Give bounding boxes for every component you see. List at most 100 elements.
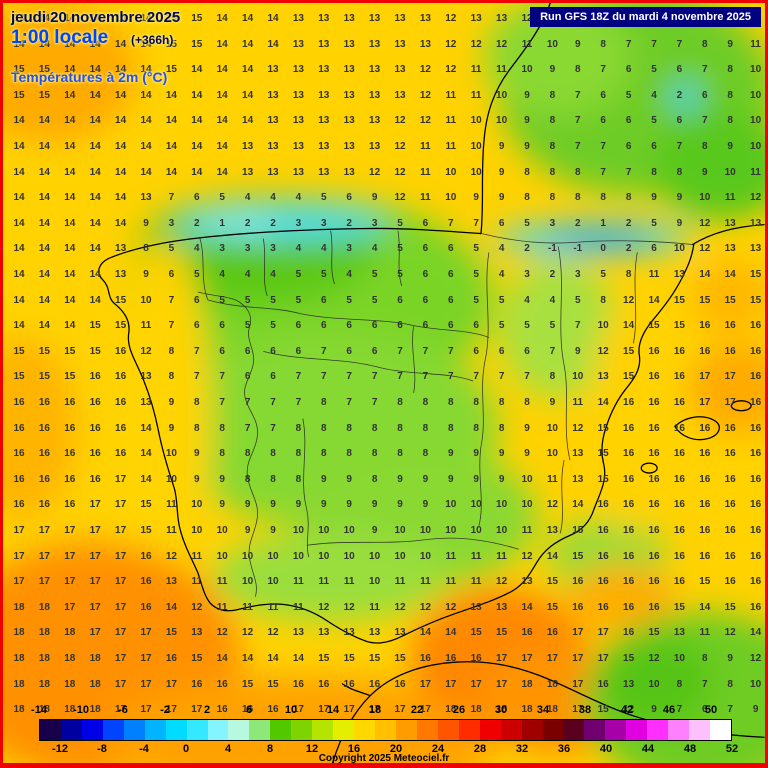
temperature-value: 15: [89, 320, 101, 332]
temperature-value: 11: [521, 38, 533, 50]
temperature-value: 5: [524, 320, 530, 332]
temperature-value: 7: [397, 345, 403, 357]
temperature-value: 16: [648, 473, 660, 485]
temperature-value: 9: [422, 473, 429, 485]
temperature-value: 16: [750, 473, 762, 485]
temperature-value: 8: [168, 371, 175, 383]
temperature-value: 14: [267, 38, 279, 50]
temperature-value: 9: [498, 448, 505, 460]
temperature-value: 14: [521, 601, 533, 613]
temperature-value: 11: [547, 473, 558, 485]
temperature-value: 5: [219, 192, 225, 204]
scale-tick-label: -8: [97, 743, 107, 755]
temperature-value: 17: [89, 550, 101, 562]
temperature-value: 14: [64, 320, 76, 332]
temperature-value: 5: [498, 320, 505, 332]
temperature-value: 14: [38, 320, 50, 332]
temperature-value: 11: [445, 89, 457, 101]
temperature-value: 9: [448, 473, 454, 485]
temperature-value: 11: [267, 601, 279, 613]
temperature-value: 13: [623, 678, 635, 690]
temperature-value: 2: [575, 217, 581, 229]
temperature-value: 13: [496, 13, 508, 24]
temperature-value: 7: [295, 371, 302, 383]
portugal-spain-border: [197, 291, 258, 597]
temperature-value: 16: [648, 422, 660, 434]
temperature-value: 14: [419, 627, 431, 639]
temperature-value: 16: [64, 422, 76, 434]
temperature-value: 17: [191, 704, 203, 716]
temperature-value: 6: [651, 141, 657, 152]
temperature-value: 14: [38, 192, 50, 204]
temperature-value: 5: [321, 269, 327, 280]
temperature-value: 14: [216, 13, 228, 24]
temperature-value: 7: [219, 397, 225, 408]
temperature-value: 17: [699, 371, 711, 383]
temperature-value: 14: [699, 269, 711, 280]
temperature-value: 14: [64, 294, 76, 306]
temperature-value: 13: [318, 141, 330, 152]
date-label: jeudi 20 novembre 2025: [11, 9, 181, 26]
temperature-value: 10: [470, 525, 482, 536]
temperature-value: 5: [473, 243, 479, 255]
temperature-value: 16: [115, 422, 127, 434]
temperature-value: 16: [216, 704, 228, 716]
temperature-value: 9: [727, 653, 733, 664]
temperature-value: 18: [13, 704, 25, 716]
temperature-value: 13: [724, 217, 736, 229]
temperature-value: 11: [470, 576, 482, 588]
scale-tick-label: 14: [326, 704, 340, 716]
temperature-value: 14: [89, 294, 101, 306]
temperature-value: 11: [420, 166, 431, 178]
temperature-value: 13: [318, 89, 330, 101]
temperature-value: 10: [470, 115, 482, 127]
temperature-value: 13: [394, 627, 406, 639]
temperature-value: 14: [140, 13, 152, 24]
scale-tick-label: 2: [203, 704, 211, 716]
temperature-value: 14: [216, 38, 228, 50]
temperature-value: 6: [346, 192, 352, 204]
scale-tick-label: 32: [515, 743, 529, 755]
temperature-value: 8: [549, 89, 556, 101]
temperature-value: 16: [750, 371, 762, 383]
temperature-value: 2: [625, 243, 632, 255]
temperature-value: 7: [270, 422, 276, 434]
temperature-value: 7: [625, 38, 632, 50]
temperature-value: 17: [115, 525, 127, 536]
scale-tick-label: 24: [431, 743, 445, 755]
temperature-value: 9: [422, 499, 429, 511]
temperature-value: 9: [498, 192, 505, 204]
temperature-value: 5: [270, 320, 276, 332]
temperature-value: 10: [699, 192, 711, 204]
temperature-value: 11: [394, 576, 406, 588]
temperature-value: 13: [724, 243, 736, 255]
temperature-value: 6: [270, 371, 276, 383]
temperature-value: 17: [115, 678, 127, 690]
temperature-value: 16: [699, 473, 711, 485]
temperature-value: 16: [369, 678, 381, 690]
temperature-value: 9: [244, 499, 251, 511]
temperature-value: 13: [343, 38, 355, 50]
temperature-value: 14: [191, 141, 203, 152]
temperature-value: 13: [292, 141, 304, 152]
temperature-value: 14: [140, 115, 152, 127]
temperature-value: 7: [448, 217, 454, 229]
temperature-value: 18: [38, 601, 50, 613]
temperature-value: 18: [13, 678, 25, 690]
scale-tick-label: -12: [52, 743, 68, 755]
temperature-value: 4: [270, 192, 276, 204]
temperature-value: 13: [496, 601, 508, 613]
temperature-value: 16: [750, 550, 762, 562]
temperature-value: 15: [572, 525, 584, 536]
color-scale: -14 -10 -6 -2 2 6 10 14 18 22 26 30 34 38 42 46 50 -12 -8…: [31, 703, 738, 763]
temperature-value: 12: [369, 166, 381, 178]
temperature-value: 8: [702, 653, 708, 664]
temperature-value: 13: [267, 166, 279, 178]
temperature-value: 11: [445, 576, 457, 588]
color-scale-segment: [81, 720, 103, 740]
temperature-value: 14: [165, 141, 177, 152]
temperature-value: 8: [371, 473, 378, 485]
temperature-value: 11: [445, 550, 457, 562]
temperature-value: 6: [524, 345, 530, 357]
temperature-value: 14: [13, 294, 25, 306]
